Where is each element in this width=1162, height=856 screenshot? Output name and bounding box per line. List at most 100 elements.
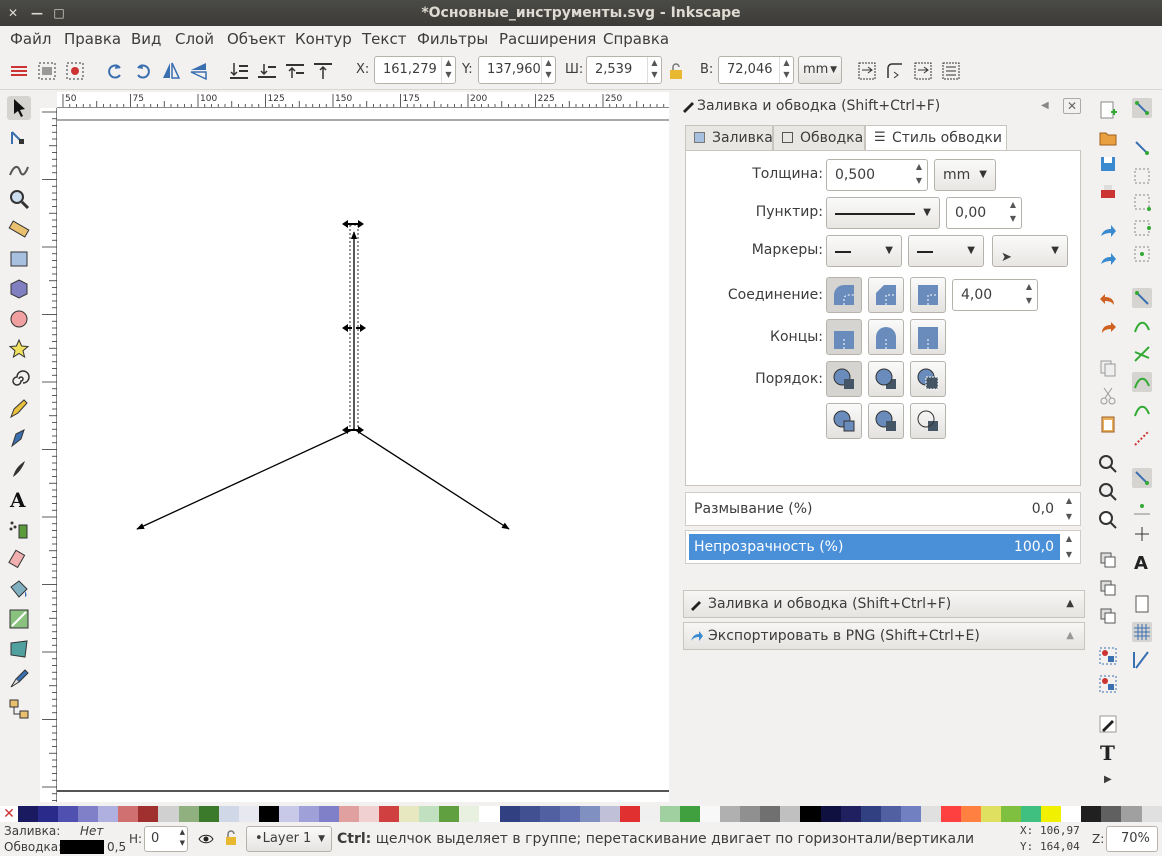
- join-bevel-button[interactable]: [868, 277, 904, 313]
- dialog-close-icon[interactable]: ✕: [1063, 98, 1082, 114]
- no-color-swatch[interactable]: ✕: [0, 806, 18, 822]
- transform-gradients-icon[interactable]: [912, 60, 934, 82]
- palette-swatch[interactable]: [960, 806, 981, 822]
- palette-swatch[interactable]: [940, 806, 961, 822]
- palette-swatch[interactable]: [379, 806, 400, 822]
- snap-bbox-icon[interactable]: [1132, 138, 1152, 158]
- group-icon[interactable]: [1098, 646, 1118, 666]
- flip-vertical-icon[interactable]: [188, 60, 210, 82]
- stroke-width-input[interactable]: 0,500 ▲ ▼: [826, 159, 928, 191]
- paste-icon[interactable]: [1098, 414, 1118, 434]
- order-fill-stroke-markers-button[interactable]: [826, 361, 862, 397]
- transform-patterns-icon[interactable]: [940, 60, 962, 82]
- palette-swatch[interactable]: [780, 806, 801, 822]
- lower-to-bottom-icon[interactable]: [228, 60, 250, 82]
- palette-swatch[interactable]: [98, 806, 119, 822]
- palette-swatch[interactable]: [439, 806, 460, 822]
- unit-select[interactable]: mm ▼: [798, 56, 842, 84]
- palette-swatch[interactable]: [1101, 806, 1122, 822]
- palette-swatch[interactable]: [860, 806, 881, 822]
- menu-object[interactable]: Объект: [227, 30, 286, 48]
- snap-intersections-icon[interactable]: [1132, 344, 1152, 364]
- copy-icon[interactable]: [1098, 358, 1118, 378]
- stroke-width-value[interactable]: 0,5: [107, 840, 127, 854]
- cap-butt-button[interactable]: [826, 319, 862, 355]
- ellipse-tool-icon[interactable]: [7, 307, 31, 331]
- 3d-box-tool-icon[interactable]: [7, 277, 31, 301]
- palette-swatch[interactable]: [339, 806, 360, 822]
- palette-swatch[interactable]: [981, 806, 1002, 822]
- paint-bucket-tool-icon[interactable]: [7, 577, 31, 601]
- spiral-tool-icon[interactable]: [7, 367, 31, 391]
- palette-swatch[interactable]: [579, 806, 600, 822]
- flip-horizontal-icon[interactable]: [160, 60, 182, 82]
- duplicate-icon[interactable]: [1098, 550, 1118, 570]
- tab-stroke-paint[interactable]: Обводка: [773, 125, 865, 151]
- snap-page-border-icon[interactable]: [1132, 594, 1152, 614]
- scale-corners-icon[interactable]: [884, 60, 906, 82]
- snap-text-baseline-icon[interactable]: A: [1132, 552, 1152, 572]
- palette-swatch[interactable]: [760, 806, 781, 822]
- palette-swatch[interactable]: [78, 806, 99, 822]
- palette-swatch[interactable]: [660, 806, 681, 822]
- stroke-color-swatch[interactable]: [60, 840, 104, 854]
- layer-lock-icon[interactable]: [224, 830, 238, 846]
- selector-tool-icon[interactable]: [7, 96, 31, 120]
- blur-slider[interactable]: Размывание (%) 0,0 ▲ ▼: [685, 492, 1081, 526]
- snap-nodes-icon[interactable]: [1132, 288, 1152, 308]
- raise-icon[interactable]: [284, 60, 306, 82]
- dash-offset-input[interactable]: 0,00 ▲ ▼: [946, 197, 1022, 229]
- palette-swatch[interactable]: [1041, 806, 1062, 822]
- star-tool-icon[interactable]: [7, 337, 31, 361]
- undo-icon[interactable]: [1098, 290, 1118, 310]
- rotate-cw-icon[interactable]: [132, 60, 154, 82]
- pen-tool-icon[interactable]: [7, 427, 31, 451]
- gradient-tool-icon[interactable]: [7, 607, 31, 631]
- start-marker-select[interactable]: ▼: [826, 235, 902, 267]
- palette-swatch[interactable]: [599, 806, 620, 822]
- snap-line-midpoints-icon[interactable]: [1132, 428, 1152, 448]
- close-window-icon[interactable]: ✕: [7, 6, 19, 20]
- dialog-collapse-icon[interactable]: ◀: [1041, 100, 1049, 111]
- join-round-button[interactable]: [826, 277, 862, 313]
- measure-tool-icon[interactable]: [7, 217, 31, 241]
- more-commands-icon[interactable]: ▶: [1104, 774, 1112, 785]
- new-document-icon[interactable]: [1098, 100, 1118, 120]
- palette-swatch[interactable]: [519, 806, 540, 822]
- cut-icon[interactable]: [1098, 386, 1118, 406]
- palette-swatch[interactable]: [218, 806, 239, 822]
- scale-stroke-icon[interactable]: [856, 60, 878, 82]
- order-stroke-markers-fill-button[interactable]: [868, 403, 904, 439]
- palette-swatch[interactable]: [1061, 806, 1082, 822]
- raise-to-top-icon[interactable]: [312, 60, 334, 82]
- snap-grids-icon[interactable]: [1132, 622, 1152, 642]
- deselect-icon[interactable]: [64, 60, 86, 82]
- menu-text[interactable]: Текст: [362, 30, 407, 48]
- layer-select[interactable]: •Layer 1 ▼: [246, 826, 332, 852]
- palette-swatch[interactable]: [178, 806, 199, 822]
- palette-swatch[interactable]: [198, 806, 219, 822]
- select-all-icon[interactable]: [8, 60, 30, 82]
- palette-swatch[interactable]: [619, 806, 640, 822]
- menu-help[interactable]: Справка: [603, 30, 670, 48]
- tab-fill[interactable]: Заливка: [685, 125, 773, 151]
- width-input[interactable]: 2,539 ▲ ▼: [586, 56, 662, 84]
- mid-marker-select[interactable]: ▼: [908, 235, 984, 267]
- zoom-selection-icon[interactable]: [1098, 454, 1118, 474]
- palette-swatch[interactable]: [419, 806, 440, 822]
- drawing[interactable]: [57, 108, 669, 802]
- lower-icon[interactable]: [256, 60, 278, 82]
- palette-swatch[interactable]: [278, 806, 299, 822]
- snap-rotation-centers-icon[interactable]: [1132, 524, 1152, 544]
- snap-toggle-icon[interactable]: [1132, 98, 1152, 118]
- snap-others-icon[interactable]: [1132, 468, 1152, 488]
- palette-swatch[interactable]: [539, 806, 560, 822]
- palette-swatch[interactable]: [238, 806, 259, 822]
- palette-swatch[interactable]: [318, 806, 339, 822]
- palette-swatch[interactable]: [840, 806, 861, 822]
- ungroup-icon[interactable]: [1098, 674, 1118, 694]
- node-tool-icon[interactable]: [7, 127, 31, 151]
- palette-swatch[interactable]: [38, 806, 59, 822]
- snap-guides-icon[interactable]: [1132, 650, 1152, 670]
- palette-swatch[interactable]: [18, 806, 39, 822]
